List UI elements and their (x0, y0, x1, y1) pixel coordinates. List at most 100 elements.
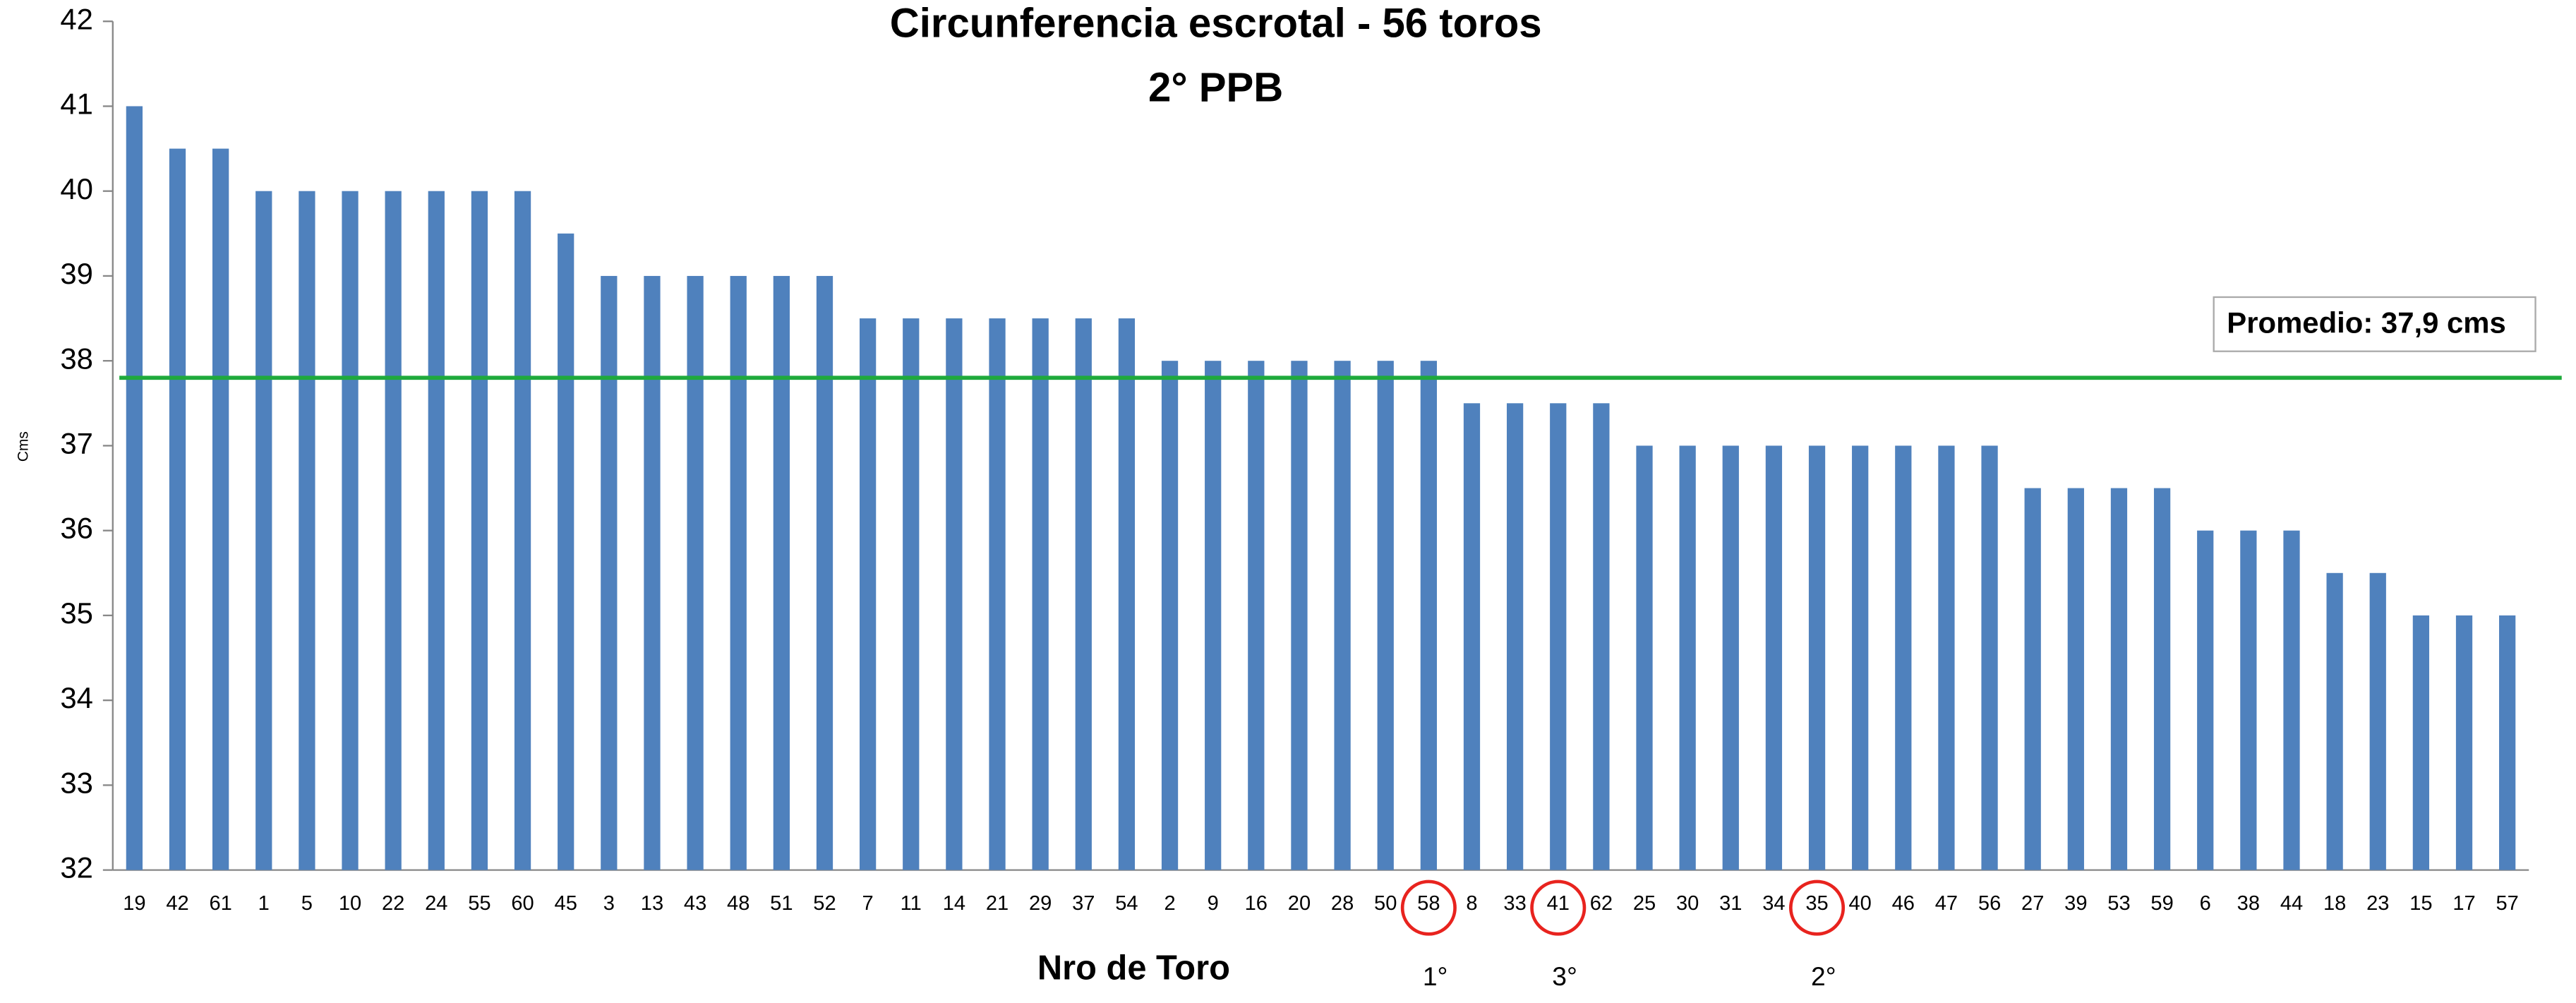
x-tick-label: 47 (1935, 892, 1958, 915)
chart-title: Circunferencia escrotal - 56 toros (890, 1, 1542, 47)
bar (1463, 403, 1481, 870)
y-tick-label: 41 (60, 88, 93, 121)
bar (2024, 488, 2041, 870)
y-tick-label: 32 (60, 851, 93, 884)
bar (1075, 318, 1092, 870)
x-tick-label: 22 (382, 892, 404, 915)
x-tick-label: 50 (1374, 892, 1397, 915)
bar (2153, 488, 2171, 870)
bar (2326, 572, 2343, 870)
x-tick-label: 16 (1245, 892, 1268, 915)
bar (1506, 403, 1524, 870)
bar (514, 191, 531, 870)
y-tick-label: 37 (60, 426, 93, 460)
x-tick-label: 35 (1805, 892, 1828, 915)
x-tick-label: 1 (258, 892, 270, 915)
bar (126, 106, 143, 870)
bar (1765, 445, 1783, 870)
bar (2240, 530, 2257, 870)
bar (1032, 318, 1049, 870)
x-tick-label: 10 (339, 892, 361, 915)
y-tick-label: 33 (60, 766, 93, 799)
bar (773, 275, 790, 870)
bar (1205, 361, 1222, 870)
bar (385, 191, 402, 870)
x-tick-label: 51 (770, 892, 793, 915)
x-tick-label: 21 (986, 892, 1009, 915)
x-tick-label: 39 (2064, 892, 2087, 915)
x-tick-label: 43 (684, 892, 706, 915)
x-tick-label: 9 (1208, 892, 1219, 915)
x-tick-label: 6 (2200, 892, 2211, 915)
bar (2067, 488, 2084, 870)
x-tick-label: 58 (1417, 892, 1440, 915)
x-axis-title: Nro de Toro (1037, 949, 1230, 987)
y-tick-label: 42 (60, 2, 93, 35)
x-tick-label: 3 (603, 892, 615, 915)
average-label: Promedio: 37,9 cms (2227, 306, 2506, 340)
bar (1550, 403, 1567, 870)
bar (2499, 615, 2516, 870)
bar (1161, 361, 1179, 870)
x-tick-label: 56 (1978, 892, 2001, 915)
y-tick-label: 36 (60, 512, 93, 545)
x-tick-label: 30 (1676, 892, 1699, 915)
x-tick-label: 13 (641, 892, 663, 915)
bar (255, 191, 272, 870)
x-tick-label: 33 (1503, 892, 1526, 915)
bar (687, 275, 704, 870)
bar (212, 148, 229, 870)
bar (1722, 445, 1739, 870)
x-tick-label: 38 (2237, 892, 2260, 915)
bar (1291, 361, 1308, 870)
y-axis-title: Cms (16, 431, 32, 462)
bar (1852, 445, 1869, 870)
bar (299, 191, 315, 870)
y-tick-label: 40 (60, 172, 93, 205)
y-tick-label: 38 (60, 342, 93, 375)
bar (1248, 361, 1265, 870)
bar (428, 191, 445, 870)
x-tick-label: 52 (813, 892, 836, 915)
x-tick-label: 37 (1072, 892, 1095, 915)
y-tick-label: 35 (60, 596, 93, 630)
x-tick-label: 46 (1892, 892, 1915, 915)
x-tick-label: 15 (2409, 892, 2432, 915)
x-tick-label: 42 (166, 892, 188, 915)
bar (2197, 530, 2214, 870)
annotation-circle (1400, 879, 1457, 936)
bar (169, 148, 186, 870)
bar (946, 318, 963, 870)
bar (1377, 361, 1394, 870)
x-tick-label: 45 (555, 892, 577, 915)
bar (644, 275, 661, 870)
bar (2455, 615, 2473, 870)
x-tick-label: 28 (1331, 892, 1354, 915)
x-tick-label: 20 (1288, 892, 1311, 915)
x-tick-label: 48 (727, 892, 750, 915)
x-tick-label: 27 (2021, 892, 2044, 915)
bar (1938, 445, 1955, 870)
bar (1808, 445, 1826, 870)
x-tick-label: 40 (1849, 892, 1872, 915)
bar (903, 318, 920, 870)
x-tick-label: 18 (2323, 892, 2346, 915)
x-tick-label: 7 (862, 892, 874, 915)
bar (859, 318, 877, 870)
x-tick-label: 11 (901, 892, 922, 915)
bar (1118, 318, 1136, 870)
x-tick-label: 24 (425, 892, 447, 915)
bar (2369, 572, 2386, 870)
bar (2110, 488, 2128, 870)
y-tick-label: 34 (60, 681, 93, 714)
bar (1895, 445, 1912, 870)
bar (2412, 615, 2430, 870)
bar (1636, 445, 1653, 870)
bar (2283, 530, 2300, 870)
bar (558, 233, 574, 870)
bar (989, 318, 1006, 870)
x-tick-label: 53 (2107, 892, 2130, 915)
x-tick-label: 31 (1719, 892, 1742, 915)
bar (601, 275, 618, 870)
